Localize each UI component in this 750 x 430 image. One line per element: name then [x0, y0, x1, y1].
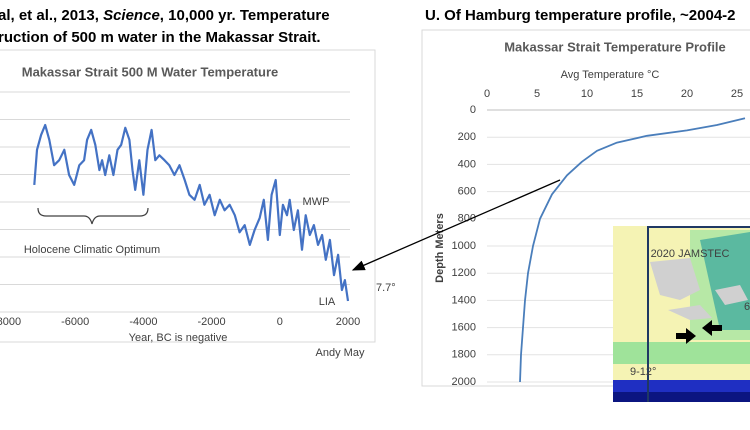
brace: [37, 207, 149, 225]
y-tick-label: 800: [458, 213, 476, 225]
heading: al, et al., 2013, Science, 10,000 yr. Te…: [0, 7, 330, 24]
chart-title: Makassar Strait Temperature Profile: [504, 39, 726, 54]
map-arrow: [676, 328, 696, 344]
right-chart: U. Of Hamburg temperature profile, ~2004…: [425, 7, 750, 388]
y-axis-label: Depth Meters: [434, 213, 446, 283]
heading-part: al, et al., 2013,: [0, 7, 103, 24]
x-axis-label: Avg Temperature °C: [561, 69, 660, 81]
chart-title: Makassar Strait 500 M Water Temperature: [22, 64, 279, 79]
heading: ruction of 500 m water in the Makassar S…: [0, 29, 321, 46]
map-band: [700, 232, 750, 330]
map-labels: 2020 JAMSTEC 9-12° 6: [630, 248, 750, 378]
map-title: 2020 JAMSTEC: [651, 248, 730, 260]
x-tick-label: -8000: [0, 316, 21, 328]
y-tick-label: 200: [458, 131, 476, 143]
x-tick-label: 25: [731, 88, 743, 100]
x-tick-label: -2000: [198, 316, 226, 328]
x-tick-label: -6000: [61, 316, 89, 328]
annotation: Holocene Climatic Optimum: [24, 244, 160, 256]
profile-line: [519, 117, 746, 383]
y-tick-label: 1800: [452, 349, 476, 361]
map-inset: [613, 226, 750, 402]
y-tick-label: 2000: [452, 376, 476, 388]
x-tick-label: 10: [581, 88, 593, 100]
x-axis-label: Year, BC is negative: [129, 332, 228, 344]
y-tick-label: 600: [458, 186, 476, 198]
map-arrow: [702, 320, 722, 336]
x-tick-label: 0: [484, 88, 490, 100]
annotation: LIA: [319, 296, 336, 308]
y-tick-label: 1200: [452, 267, 476, 279]
x-tick-label: 2000: [336, 316, 360, 328]
annotation: 7.7°: [376, 282, 396, 294]
data-line: [33, 123, 350, 302]
map-label: 9-12°: [630, 366, 656, 378]
heading-part: Science: [103, 7, 160, 24]
annotation: MWP: [303, 196, 330, 208]
y-tick-label: 1600: [452, 322, 476, 334]
y-tick-label: 1400: [452, 294, 476, 306]
x-tick-label: 15: [631, 88, 643, 100]
y-tick-label: 0: [470, 104, 476, 116]
y-tick-label: 400: [458, 158, 476, 170]
left-panel: [0, 49, 376, 343]
map-band: [613, 342, 750, 364]
right-panel: [421, 29, 750, 387]
connector-arrow: [351, 179, 561, 271]
heading: U. Of Hamburg temperature profile, ~2004…: [425, 7, 736, 24]
x-tick-label: 20: [681, 88, 693, 100]
map-land: [650, 258, 748, 320]
x-tick-label: -4000: [129, 316, 157, 328]
left-chart: al, et al., 2013, Science, 10,000 yr. Te…: [0, 7, 396, 359]
map-label: 6: [744, 301, 750, 313]
x-tick-label: 0: [277, 316, 283, 328]
y-tick-label: 1000: [452, 240, 476, 252]
x-tick-label: 5: [534, 88, 540, 100]
annotation: Andy May: [316, 347, 365, 359]
map-deep: [613, 392, 750, 402]
heading-part: , 10,000 yr. Temperature: [160, 7, 330, 24]
